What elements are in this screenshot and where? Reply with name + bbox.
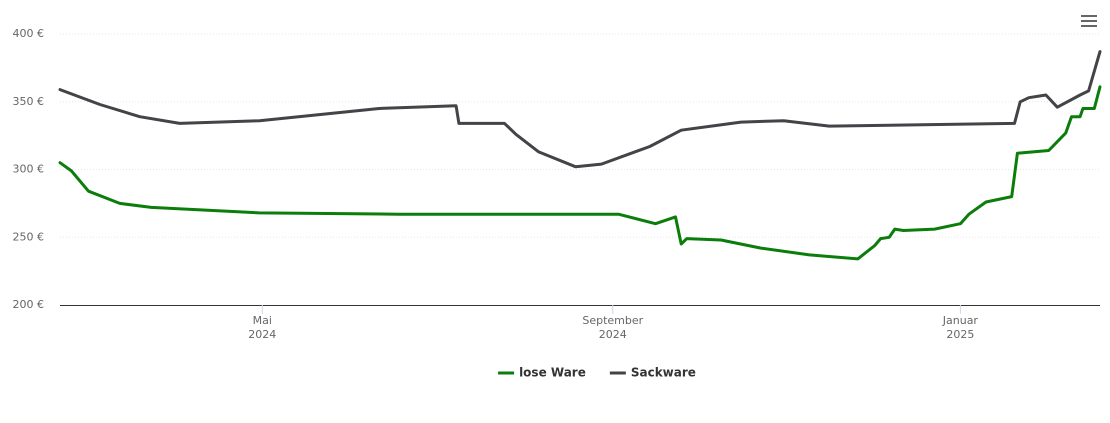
y-tick-label: 300 € (13, 163, 45, 176)
legend-label: lose Ware (519, 366, 586, 380)
y-tick-label: 250 € (13, 230, 45, 243)
y-tick-label: 350 € (13, 95, 45, 108)
legend-item[interactable]: lose Ware (498, 366, 586, 380)
menu-button[interactable] (1076, 10, 1102, 34)
series-line (58, 50, 1102, 169)
legend-label: Sackware (631, 366, 696, 380)
legend: lose Ware Sackware (498, 366, 696, 380)
y-tick-label: 200 € (13, 298, 45, 311)
x-tick-label: Mai 2024 (248, 314, 277, 341)
series-line (58, 85, 1102, 261)
x-tick-label: September 2024 (582, 314, 644, 341)
y-tick-label: 400 € (13, 27, 45, 40)
x-tick-label: Januar 2025 (942, 314, 978, 341)
legend-item[interactable]: Sackware (609, 366, 696, 380)
